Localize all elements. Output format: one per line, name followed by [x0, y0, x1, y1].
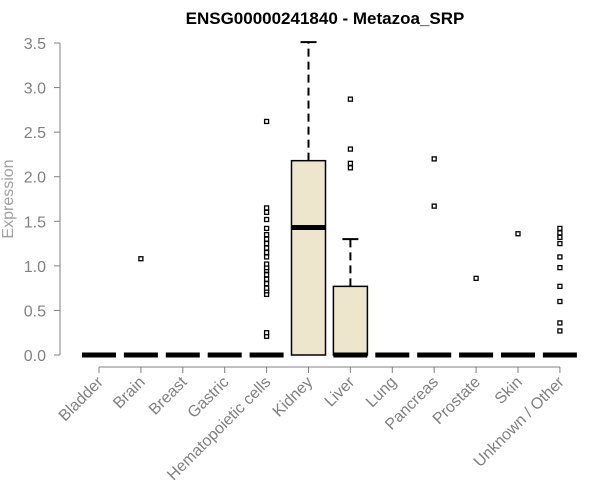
outlier-point — [557, 298, 563, 305]
box-9 — [459, 275, 494, 358]
y-tick-label: 0.0 — [24, 348, 46, 365]
outlier-point — [431, 203, 437, 209]
outlier-point — [263, 240, 270, 247]
outlier-point — [263, 118, 270, 125]
outlier-point — [515, 231, 521, 237]
box-6 — [332, 96, 369, 358]
y-tick-label: 2.5 — [24, 125, 46, 142]
outlier-point — [263, 330, 270, 336]
x-tick-label: Liver — [322, 373, 359, 410]
outlier-point — [263, 245, 270, 251]
outlier-point — [263, 232, 270, 238]
outlier-point — [263, 236, 270, 242]
outlier-point — [347, 160, 354, 166]
y-axis: 0.0 0.5 1.0 1.5 2.0 2.5 3.0 3.5 — [24, 36, 61, 365]
outlier-point — [263, 285, 270, 291]
y-tick-label: 2.0 — [24, 170, 46, 187]
outlier-point — [557, 225, 563, 232]
chart-title: ENSG00000241840 - Metazoa_SRP — [186, 9, 465, 28]
box-10 — [501, 231, 535, 358]
outlier-point — [473, 275, 479, 281]
outlier-point — [557, 230, 563, 236]
x-tick-label: Lung — [363, 374, 400, 411]
box-11 — [542, 225, 577, 358]
y-axis-label: Expression — [0, 159, 17, 238]
box-body — [290, 159, 327, 356]
x-tick-label: Bladder — [56, 373, 107, 424]
outlier-point — [557, 264, 563, 271]
box-body — [332, 285, 369, 356]
outlier-point — [263, 205, 270, 211]
outlier-point — [557, 254, 563, 260]
y-tick-label: 0.5 — [24, 303, 46, 320]
outlier-point — [557, 320, 563, 326]
outlier-point — [263, 209, 270, 216]
x-tick-label: Breast — [146, 373, 191, 418]
outlier-point — [263, 225, 270, 232]
outlier-point — [263, 249, 270, 256]
outlier-point — [557, 234, 563, 240]
y-tick-label: 3.5 — [24, 36, 46, 53]
outlier-point — [557, 283, 563, 290]
x-tick-label: Brain — [110, 374, 148, 412]
outlier-point — [138, 256, 144, 262]
outlier-point — [347, 146, 354, 152]
outlier-point — [263, 216, 270, 223]
outlier-point — [263, 254, 270, 260]
outlier-point — [347, 96, 354, 102]
y-tick-label: 3.0 — [24, 81, 46, 98]
outlier-point — [347, 165, 354, 171]
outlier-point — [557, 240, 563, 247]
x-tick-label: Kidney — [270, 374, 317, 421]
outlier-point — [263, 261, 270, 267]
box-plots — [82, 41, 577, 358]
outlier-point — [557, 328, 563, 334]
y-tick-label: 1.0 — [24, 259, 46, 276]
outlier-point — [431, 156, 437, 162]
box-8 — [417, 156, 452, 358]
outlier-point — [263, 272, 270, 278]
box-4 — [249, 118, 284, 358]
outlier-point — [263, 281, 270, 287]
x-tick-label: Skin — [492, 374, 526, 408]
box-1 — [123, 256, 158, 358]
y-tick-label: 1.5 — [24, 214, 46, 231]
box-5 — [290, 41, 327, 356]
outlier-point — [263, 276, 270, 282]
